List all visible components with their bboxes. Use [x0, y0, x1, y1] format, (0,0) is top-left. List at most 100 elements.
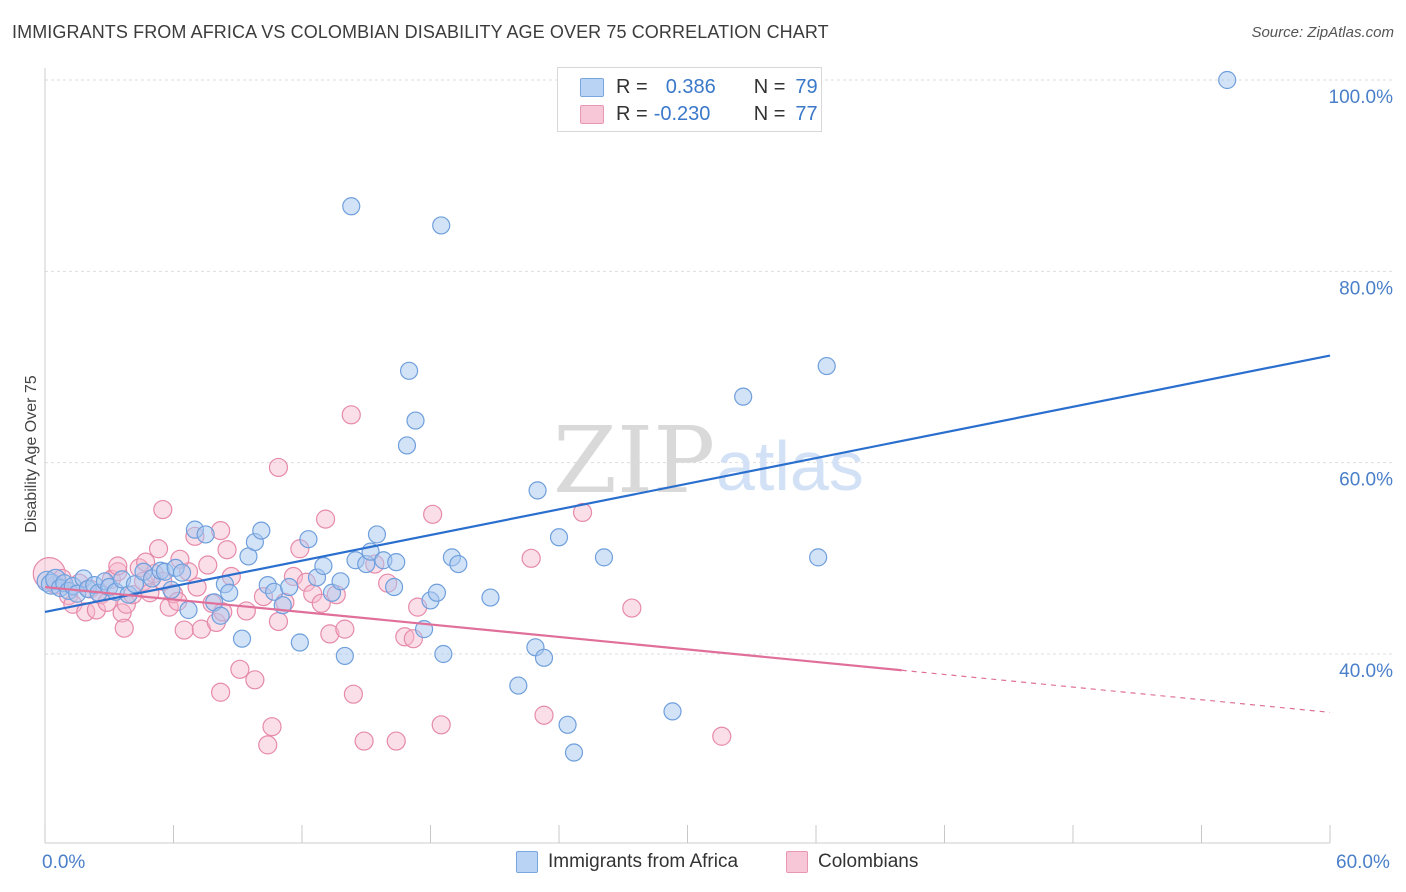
africa-points: [36, 70, 1237, 762]
africa-point: [211, 606, 230, 625]
africa-point: [809, 548, 828, 567]
colombians-trend-extension: [901, 669, 1331, 713]
y-tick-label: 80.0%: [1339, 278, 1393, 299]
africa-point: [817, 356, 836, 376]
colombians-point: [386, 731, 406, 751]
africa-point: [481, 588, 500, 607]
colombians-point: [712, 726, 732, 746]
y-tick-labels: 40.0% 60.0% 80.0% 100.0%: [1329, 87, 1394, 682]
africa-point: [432, 216, 451, 235]
africa-point: [299, 530, 318, 549]
colombians-point: [174, 620, 194, 640]
africa-point: [280, 577, 299, 597]
africa-point: [335, 646, 354, 666]
africa-point: [534, 648, 554, 667]
africa-point: [594, 548, 614, 567]
africa-point: [342, 197, 361, 216]
legend-n-label: N =: [753, 75, 786, 98]
africa-point: [427, 583, 447, 602]
watermark-zip: ZIP: [553, 407, 715, 514]
y-tick-label: 100.0%: [1329, 87, 1394, 108]
africa-point: [367, 525, 387, 544]
africa-point: [290, 633, 309, 652]
colombians-point: [268, 611, 289, 632]
x-min-label: 0.0%: [42, 852, 86, 873]
legend-n-value: 79: [795, 75, 818, 98]
correlation-legend: R = 0.386 N = 79 R = -0.230 N = 77: [557, 67, 822, 132]
bottom-legend-swatch-colombians: [786, 851, 808, 873]
colombians-point: [236, 601, 256, 621]
colombians-point: [211, 682, 231, 702]
africa-point: [387, 553, 406, 572]
africa-point: [397, 436, 417, 455]
bottom-legend-label-colombians: Colombians: [818, 851, 919, 872]
africa-point: [196, 525, 215, 544]
colombians-point: [335, 619, 355, 639]
africa-point: [734, 387, 753, 406]
colombians-point: [572, 502, 593, 523]
trend-lines: [44, 354, 1331, 713]
bottom-legend-colombians: Colombians: [786, 851, 918, 873]
africa-point: [331, 572, 350, 591]
africa-point: [564, 743, 584, 762]
legend-n-label: N =: [753, 102, 786, 125]
watermark: ZIP atlas: [553, 407, 864, 514]
legend-r-label: R =: [616, 75, 648, 98]
colombians-point: [343, 684, 363, 704]
bottom-legend-label-africa: Immigrants from Africa: [548, 851, 739, 872]
africa-point: [449, 554, 468, 574]
colombians-point: [622, 598, 642, 618]
africa-point: [406, 411, 425, 430]
legend-n-value: 77: [795, 102, 818, 125]
x-axis: [44, 68, 1331, 844]
colombians-point: [112, 603, 132, 623]
africa-point: [434, 644, 453, 664]
colombians-point: [268, 457, 289, 478]
legend-r-value: 0.386: [665, 75, 716, 98]
colombians-point: [423, 504, 443, 524]
africa-point: [179, 600, 198, 620]
colombians-point: [198, 555, 218, 575]
colombians-point: [245, 670, 265, 690]
africa-point: [172, 563, 192, 582]
africa-trend-line: [44, 354, 1331, 613]
colombians-point: [262, 717, 282, 737]
legend-r-label: R =: [616, 102, 648, 125]
colombians-point: [315, 509, 336, 529]
africa-point: [125, 575, 145, 594]
y-axis-label: Disability Age Over 75: [23, 375, 40, 533]
legend-row-colombians: R = -0.230 N = 77: [580, 102, 818, 126]
legend-r-value: -0.230: [653, 102, 711, 125]
africa-point: [509, 676, 528, 695]
colombians-trend-line: [44, 585, 902, 672]
colombians-point: [114, 618, 134, 638]
y-tick-label: 60.0%: [1339, 470, 1393, 491]
watermark-atlas: atlas: [716, 427, 864, 505]
africa-point: [162, 580, 181, 600]
colombians-point: [521, 548, 541, 568]
colombians-point: [230, 659, 250, 679]
africa-point: [232, 629, 252, 648]
africa-point: [220, 583, 239, 602]
africa-point: [663, 702, 682, 721]
colombians-point: [153, 499, 173, 520]
chart-title: IMMIGRANTS FROM AFRICA VS COLOMBIAN DISA…: [12, 22, 829, 42]
africa-point: [558, 715, 577, 734]
colombians-point: [341, 405, 361, 425]
colombians-point: [534, 705, 554, 725]
colombians-point: [354, 731, 374, 751]
colombians-point: [431, 715, 451, 735]
y-tick-label: 40.0%: [1339, 661, 1393, 682]
colombians-point: [320, 624, 340, 644]
colombians-point: [217, 540, 237, 560]
africa-point: [1218, 70, 1237, 90]
source-label: Source: ZipAtlas.com: [1251, 24, 1394, 41]
legend-swatch-africa: [580, 77, 604, 97]
africa-point: [314, 556, 333, 576]
legend-row-africa: R = 0.386 N = 79: [580, 75, 818, 99]
africa-point: [384, 577, 404, 597]
x-max-label: 60.0%: [1336, 852, 1390, 873]
colombians-point: [148, 539, 169, 559]
bottom-legend: Immigrants from Africa Colombians: [0, 851, 1406, 877]
